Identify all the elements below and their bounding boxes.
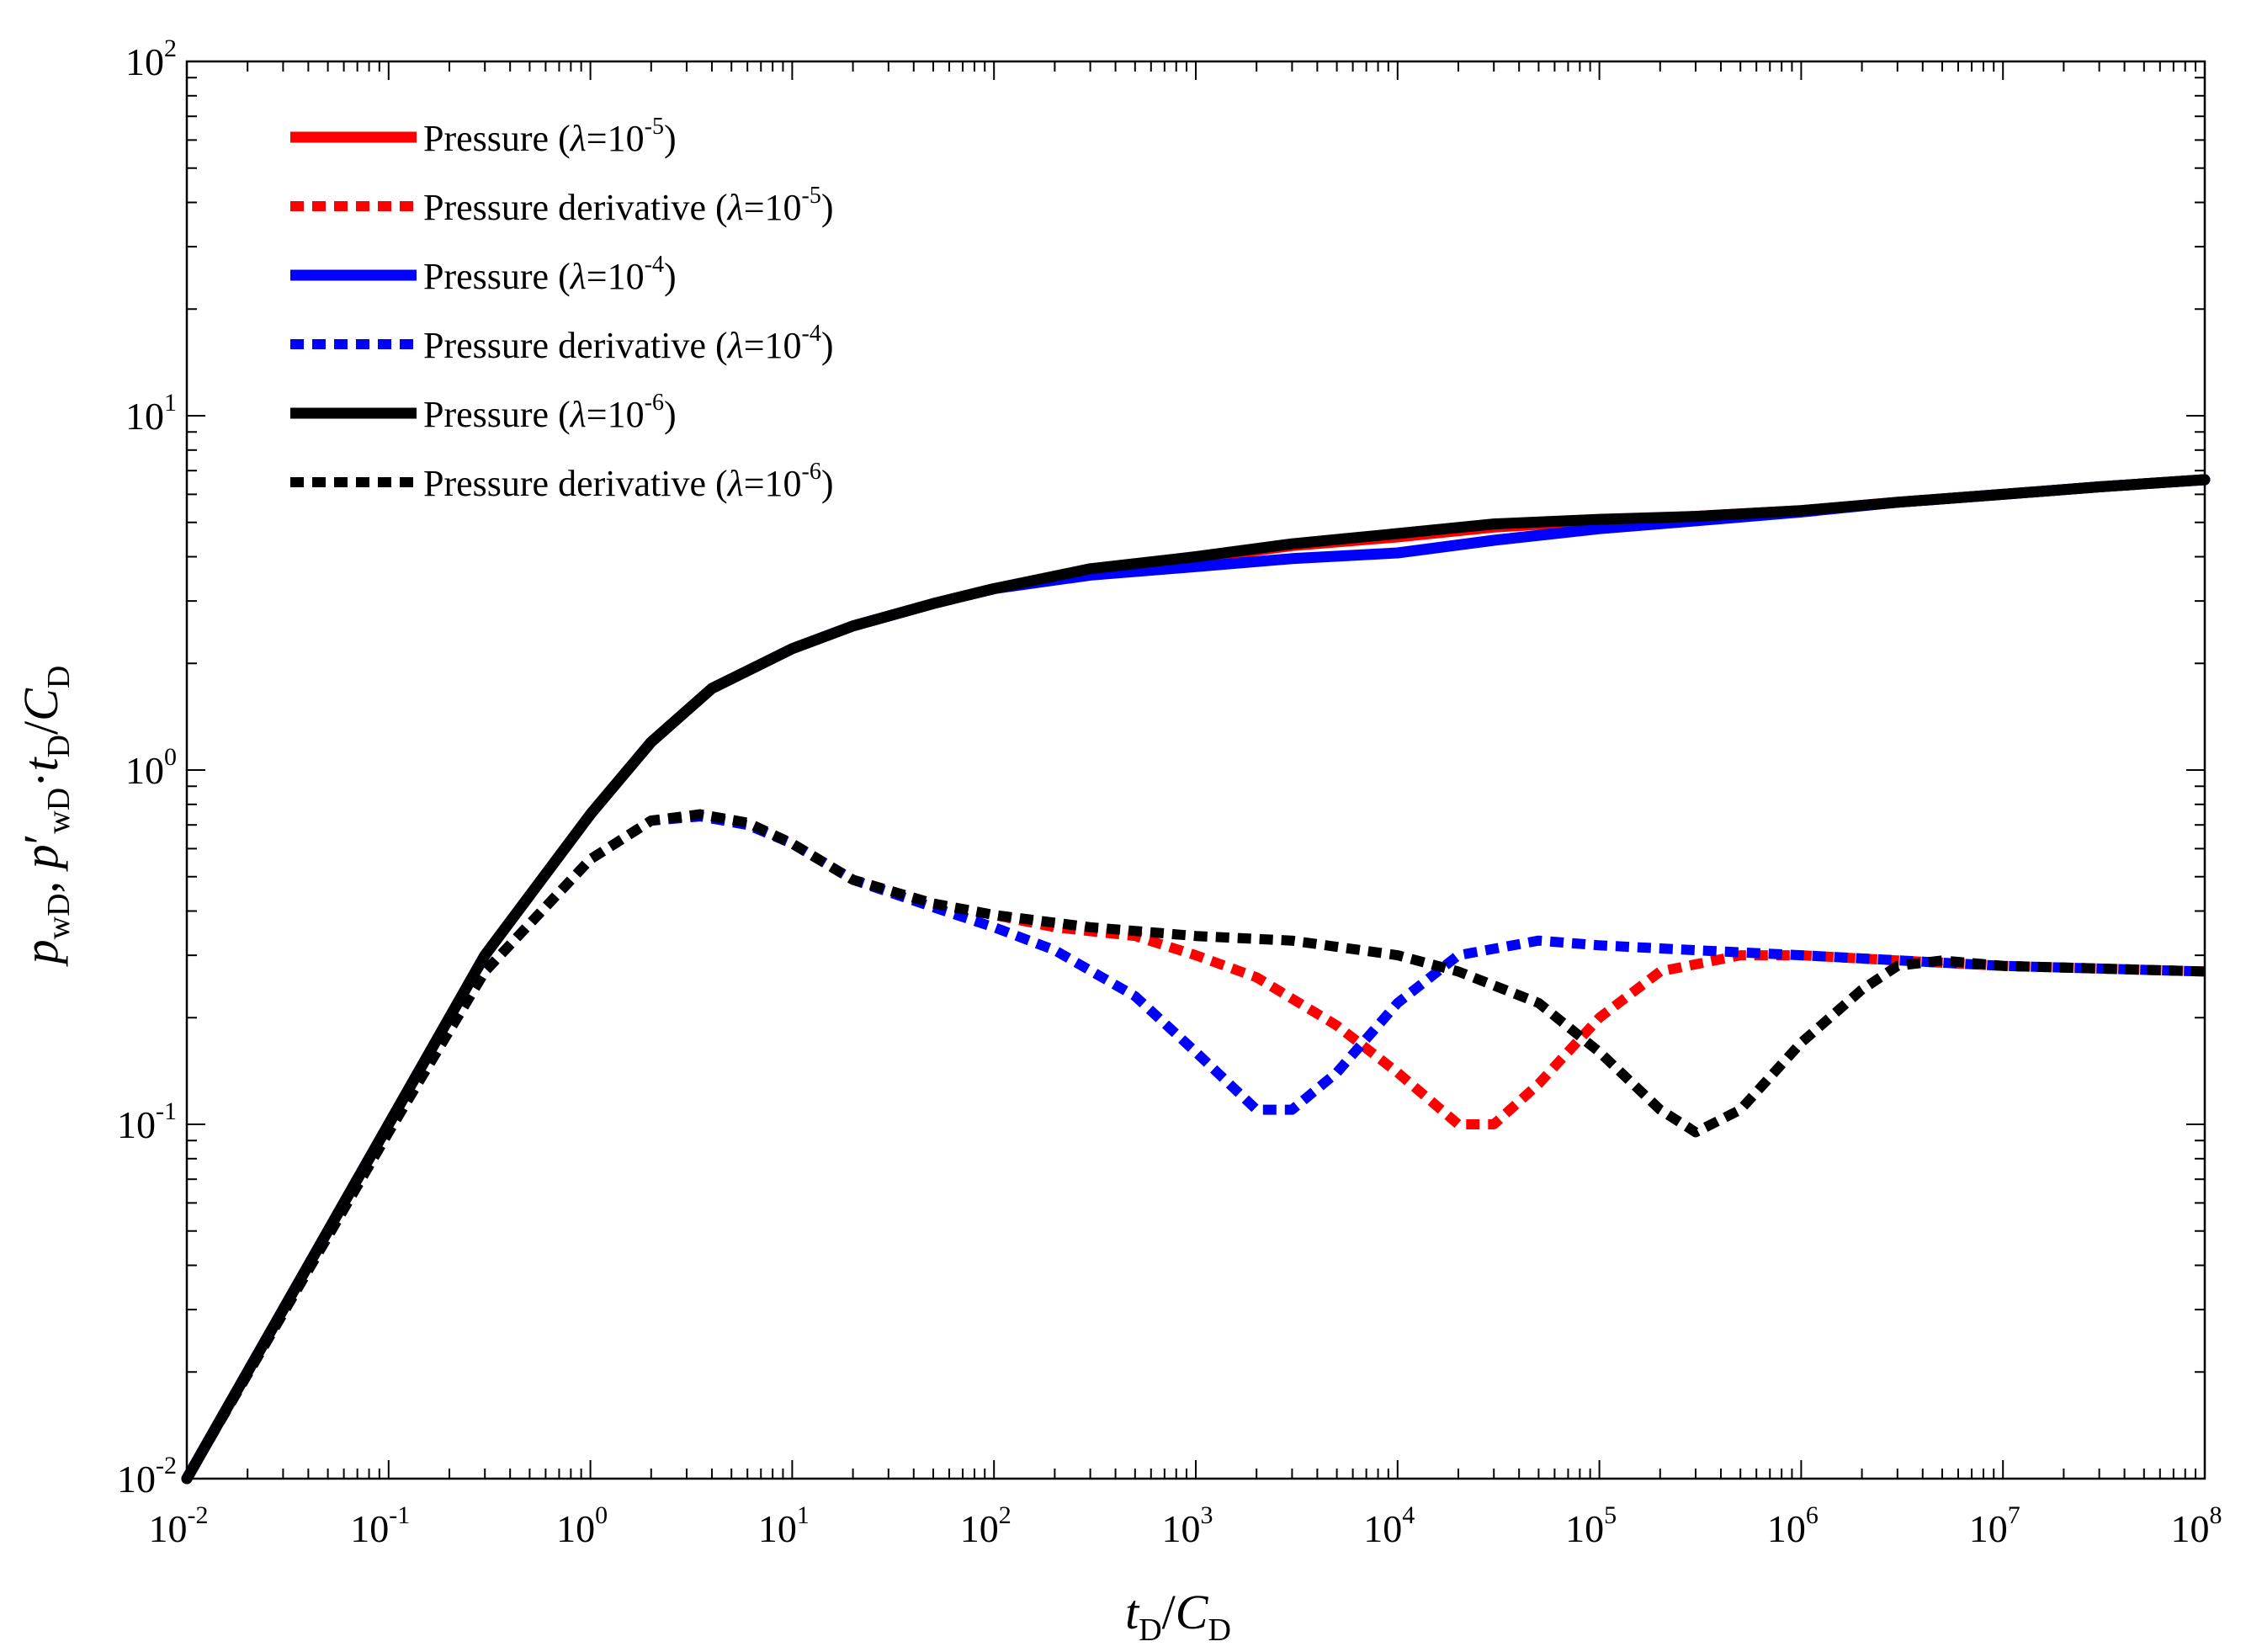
x-tick-label: 10-1	[350, 1501, 410, 1550]
y-tick-label: 10-1	[117, 1097, 177, 1146]
legend-label: Pressure (λ=10-4)	[423, 252, 677, 297]
series-line-derivative-1	[182, 809, 2206, 1482]
x-tick-label: 108	[2171, 1501, 2222, 1550]
legend-label: Pressure derivative (λ=10-6)	[423, 459, 834, 504]
y-tick-label: 10-2	[117, 1452, 177, 1501]
legend-label: Pressure (λ=10-5)	[423, 114, 677, 159]
legend-label: Pressure derivative (λ=10-4)	[423, 321, 834, 366]
x-tick-label: 106	[1767, 1501, 1819, 1550]
x-axis-title: tD/CD	[1125, 1585, 1231, 1648]
y-tick-label: 102	[125, 35, 177, 83]
series-line-pressure-2	[181, 474, 2211, 1485]
legend-label: Pressure derivative (λ=10-5)	[423, 183, 834, 228]
series-line-derivative-5	[182, 809, 2206, 1482]
series-line-pressure-0	[181, 474, 2211, 1485]
legend-label: Pressure (λ=10-6)	[423, 390, 677, 435]
x-tick-label: 105	[1565, 1501, 1617, 1550]
y-tick-label: 100	[125, 743, 177, 792]
x-tick-label: 102	[960, 1501, 1011, 1550]
x-tick-label: 10-2	[149, 1501, 209, 1550]
legend: Pressure (λ=10-5) Pressure derivative (λ=…	[290, 114, 834, 504]
series-line-pressure-4	[181, 474, 2211, 1485]
x-tick-labels: 10-2 10-1 100 101 102 103 104 105 106 107 108	[149, 1501, 2222, 1550]
x-tick-label: 104	[1363, 1501, 1415, 1550]
x-tick-label: 100	[556, 1501, 608, 1550]
series-layer	[181, 474, 2211, 1485]
y-axis-title: pwD, p′wD·tD/CD	[13, 666, 77, 968]
x-tick-label: 101	[758, 1501, 810, 1550]
series-line-derivative-3	[182, 811, 2206, 1482]
y-tick-label: 101	[125, 389, 177, 438]
y-tick-labels: 10-2 10-1 100 101 102	[117, 35, 177, 1501]
axis-ticks	[186, 61, 2206, 1479]
x-tick-label: 107	[1969, 1501, 2020, 1550]
x-tick-label: 103	[1162, 1501, 1213, 1550]
plot-area-frame	[185, 60, 2206, 1480]
